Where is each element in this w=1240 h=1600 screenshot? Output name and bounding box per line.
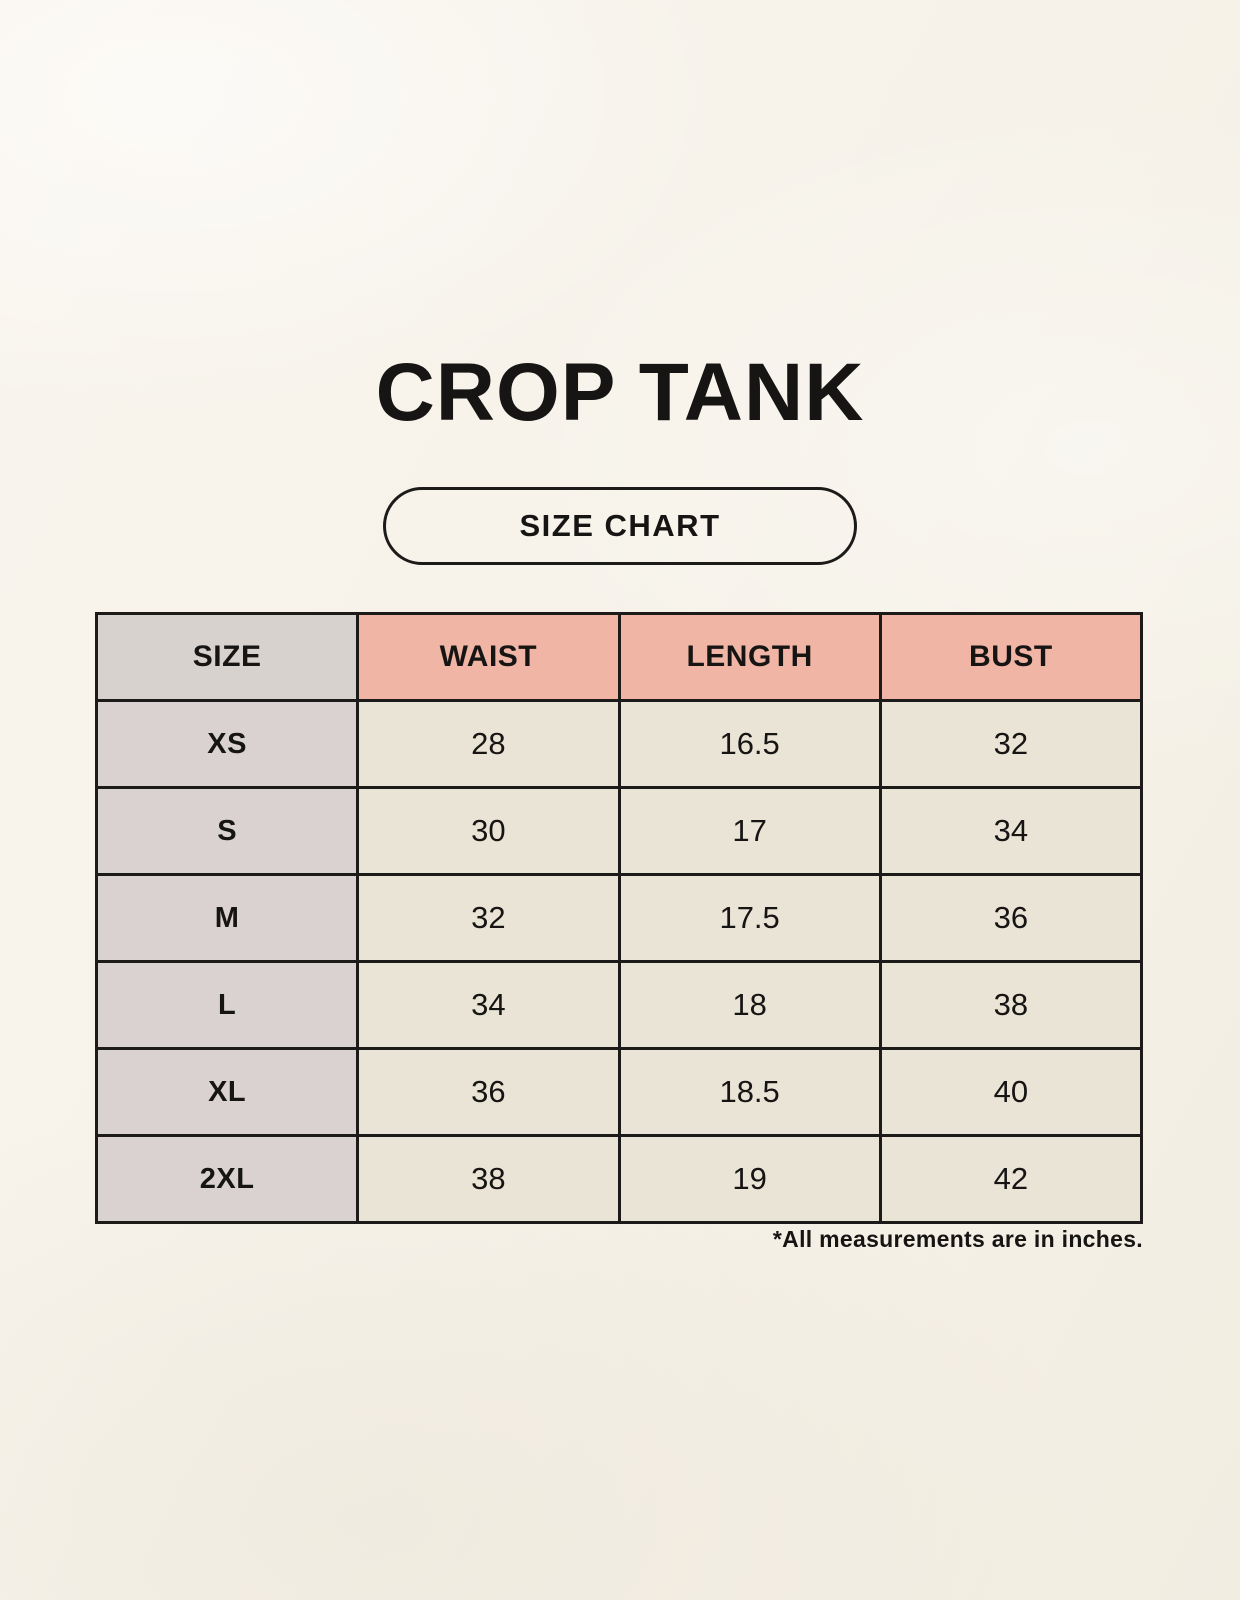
length-value: 18 bbox=[617, 960, 882, 1050]
table-row-2xl: 2XL 38 19 42 bbox=[94, 1134, 1144, 1224]
header-length: LENGTH bbox=[617, 612, 882, 702]
table-row-xs: XS 28 16.5 32 bbox=[94, 699, 1144, 789]
size-chart-table: SIZE WAIST LENGTH BUST XS 28 16.5 32 S 3… bbox=[94, 612, 1144, 1224]
waist-value: 28 bbox=[356, 699, 621, 789]
bust-value: 36 bbox=[878, 873, 1144, 963]
length-value: 16.5 bbox=[617, 699, 882, 789]
size-chart-badge: SIZE CHART bbox=[383, 487, 857, 565]
bust-value: 32 bbox=[878, 699, 1144, 789]
bust-value: 40 bbox=[878, 1047, 1144, 1137]
bust-value: 42 bbox=[878, 1134, 1144, 1224]
header-size: SIZE bbox=[94, 612, 360, 702]
size-label: 2XL bbox=[94, 1134, 360, 1224]
table-row-m: M 32 17.5 36 bbox=[94, 873, 1144, 963]
size-label: M bbox=[94, 873, 360, 963]
table-header-row: SIZE WAIST LENGTH BUST bbox=[94, 612, 1144, 702]
header-bust: BUST bbox=[878, 612, 1144, 702]
size-label: XL bbox=[94, 1047, 360, 1137]
size-label: S bbox=[94, 786, 360, 876]
bust-value: 38 bbox=[878, 960, 1144, 1050]
table-row-s: S 30 17 34 bbox=[94, 786, 1144, 876]
table-row-xl: XL 36 18.5 40 bbox=[94, 1047, 1144, 1137]
bust-value: 34 bbox=[878, 786, 1144, 876]
product-title: CROP TANK bbox=[375, 347, 865, 438]
length-value: 19 bbox=[617, 1134, 882, 1224]
waist-value: 36 bbox=[356, 1047, 621, 1137]
waist-value: 30 bbox=[356, 786, 621, 876]
header-waist: WAIST bbox=[356, 612, 621, 702]
waist-value: 38 bbox=[356, 1134, 621, 1224]
waist-value: 34 bbox=[356, 960, 621, 1050]
length-value: 18.5 bbox=[617, 1047, 882, 1137]
length-value: 17 bbox=[617, 786, 882, 876]
waist-value: 32 bbox=[356, 873, 621, 963]
size-label: XS bbox=[94, 699, 360, 789]
size-chart-badge-label: SIZE CHART bbox=[519, 508, 721, 543]
size-label: L bbox=[94, 960, 360, 1050]
length-value: 17.5 bbox=[617, 873, 882, 963]
table-row-l: L 34 18 38 bbox=[94, 960, 1144, 1050]
measurements-footnote: *All measurements are in inches. bbox=[772, 1226, 1143, 1252]
